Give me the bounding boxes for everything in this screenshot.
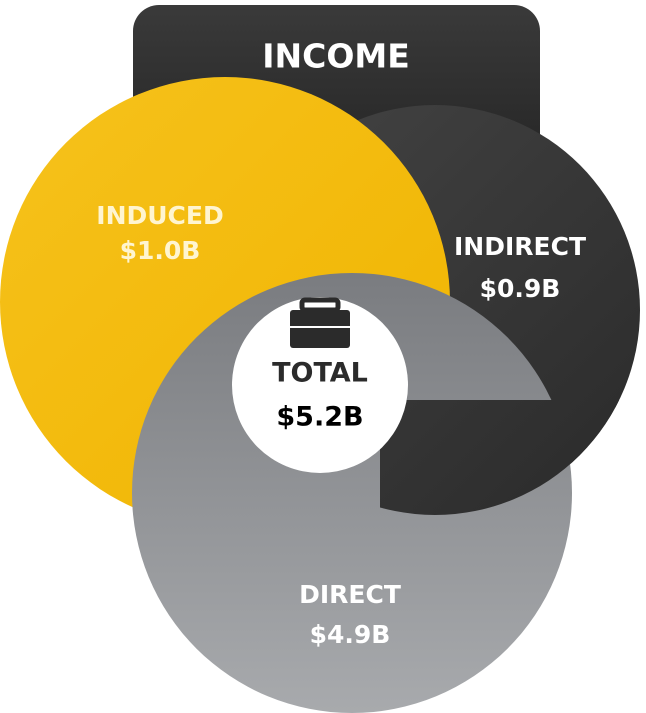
indirect-amount: $0.9B	[480, 274, 561, 303]
total-circle	[232, 297, 408, 473]
induced-amount: $1.0B	[120, 236, 201, 265]
direct-label: DIRECT	[299, 580, 401, 609]
indirect-circle-overlap	[380, 400, 620, 515]
title: INCOME	[262, 37, 410, 76]
total-label: TOTAL	[272, 358, 368, 389]
indirect-label: INDIRECT	[454, 232, 586, 261]
briefcase-icon	[290, 297, 350, 348]
total-amount: $5.2B	[276, 402, 363, 433]
direct-amount: $4.9B	[310, 620, 391, 649]
induced-label: INDUCED	[96, 201, 223, 230]
